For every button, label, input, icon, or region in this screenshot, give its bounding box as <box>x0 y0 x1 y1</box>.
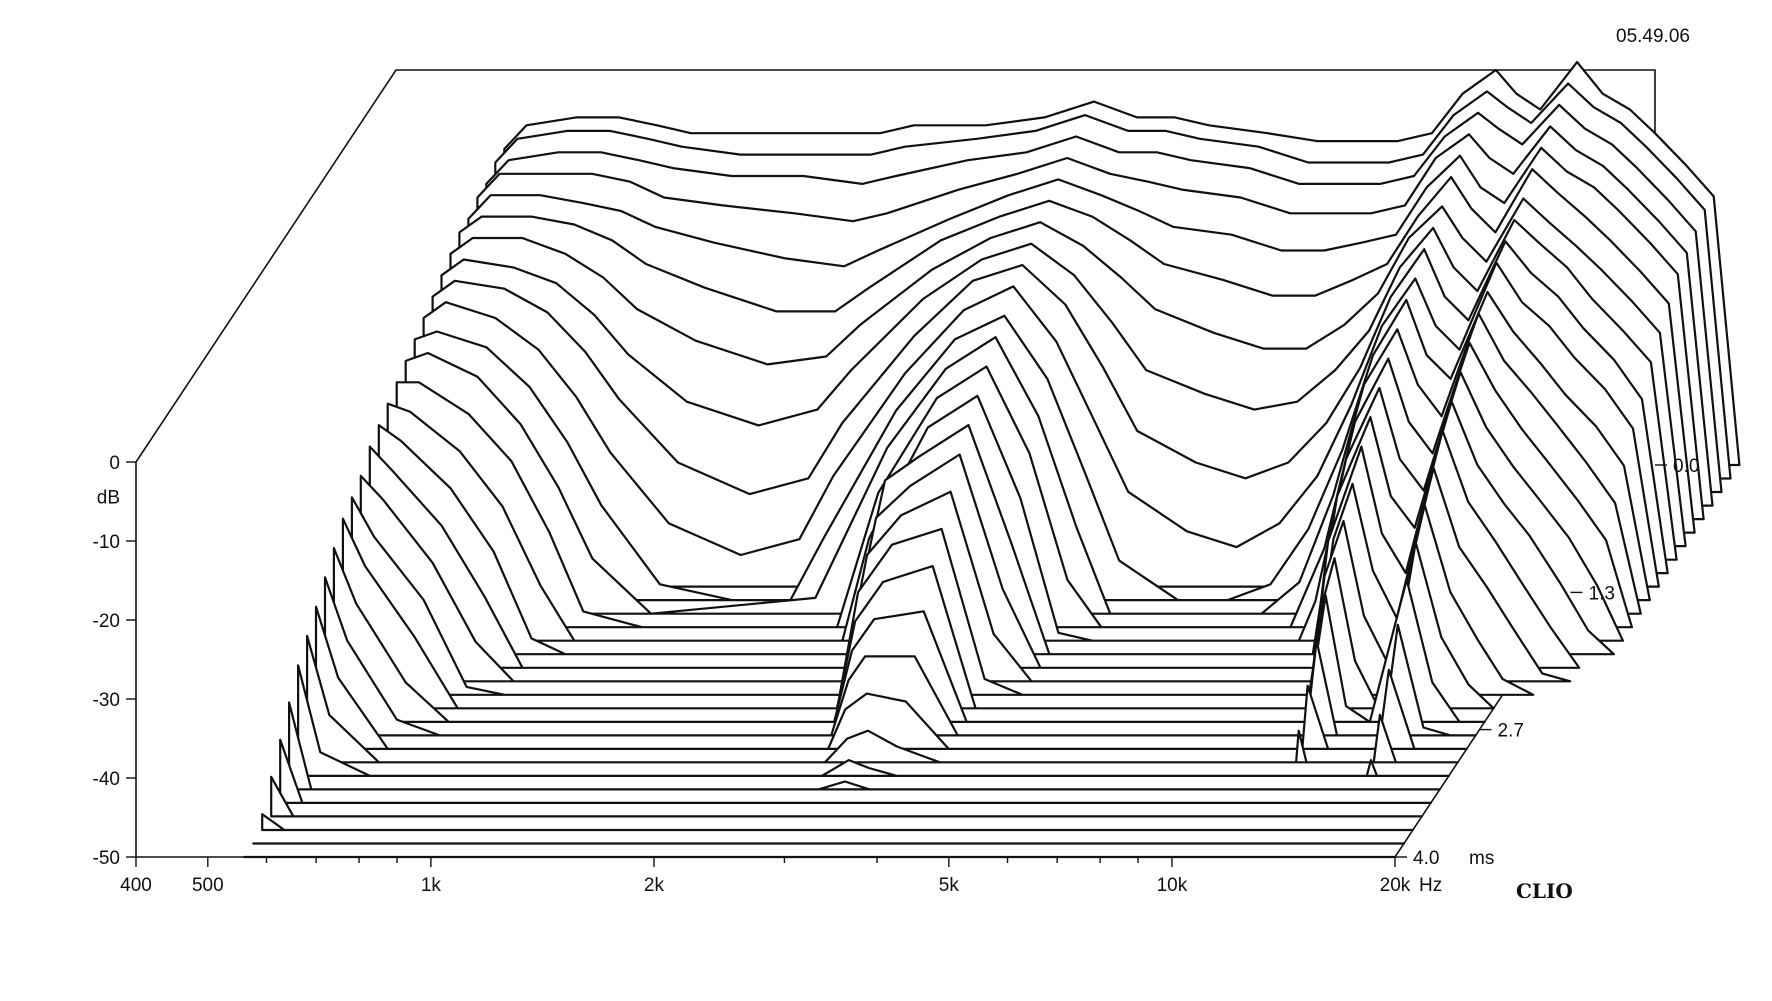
slice-19 <box>332 547 1486 723</box>
z-tick-label-1: 1.3 <box>1589 583 1615 604</box>
slice-24 <box>288 701 1441 791</box>
y-tick-label-3: -30 <box>93 690 120 711</box>
x-tick-label-5: 10k <box>1157 875 1188 896</box>
y-axis-label: dB <box>97 488 120 509</box>
z-axis: 0.0 1.3 2.7 4.0 ms <box>1395 456 1699 869</box>
z-axis-unit: ms <box>1469 848 1494 869</box>
waterfall-slices <box>243 61 1741 859</box>
z-tick-label-3: 4.0 <box>1413 848 1439 869</box>
slice-20 <box>323 576 1477 737</box>
y-tick-label-2: -20 <box>93 611 120 632</box>
z-tick-label-0: 0.0 <box>1673 456 1699 477</box>
y-tick-label-0: 0 <box>109 453 120 474</box>
x-tick-label-3: 2k <box>644 875 665 896</box>
slice-21 <box>314 605 1468 750</box>
x-axis: 400 500 1k 2k 5k 10k 20k Hz <box>120 857 1442 896</box>
y-axis: 0 -10 -20 -30 -40 -50 dB <box>93 453 136 869</box>
slice-27 <box>261 813 1414 832</box>
x-tick-label-6: 20k <box>1380 875 1411 896</box>
slice-26 <box>270 775 1423 818</box>
y-tick-label-1: -10 <box>93 532 120 553</box>
x-tick-label-1: 500 <box>192 875 224 896</box>
slice-23 <box>297 664 1450 777</box>
y-tick-label-5: -50 <box>93 848 120 869</box>
slice-25 <box>279 738 1432 804</box>
x-tick-label-0: 400 <box>120 875 152 896</box>
x-axis-unit: Hz <box>1419 875 1442 896</box>
x-tick-label-2: 1k <box>421 875 442 896</box>
slice-13 <box>386 371 1624 642</box>
x-tick-label-4: 5k <box>939 875 960 896</box>
z-tick-label-2: 2.7 <box>1498 721 1524 742</box>
clio-logo: CLIO <box>1516 879 1573 903</box>
timestamp: 05.49.06 <box>1616 26 1690 47</box>
slice-22 <box>306 634 1459 764</box>
y-tick-label-4: -40 <box>93 769 120 790</box>
